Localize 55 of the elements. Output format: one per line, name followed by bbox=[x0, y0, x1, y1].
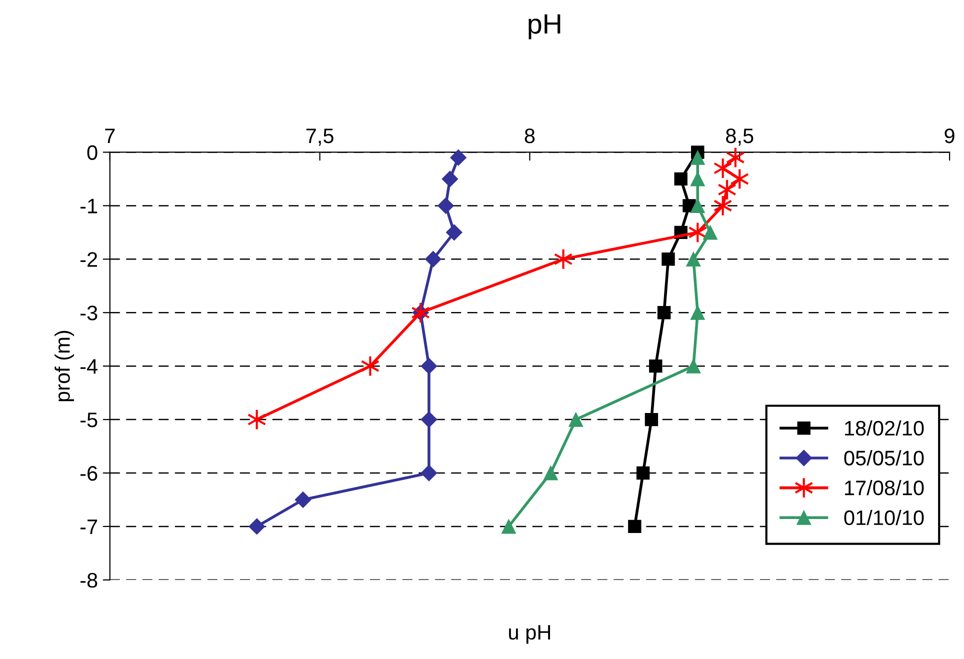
point bbox=[568, 412, 584, 427]
point bbox=[420, 411, 438, 428]
point bbox=[690, 172, 705, 186]
chart-title: pH bbox=[528, 14, 560, 40]
point bbox=[294, 492, 312, 508]
x-tick-label: 7 bbox=[105, 128, 115, 144]
x-tick-label: 9 bbox=[944, 128, 954, 144]
y-tick-label: -7 bbox=[80, 520, 98, 534]
point bbox=[248, 518, 266, 535]
point bbox=[657, 306, 671, 320]
x-tick-label: 7,5 bbox=[306, 128, 334, 146]
point bbox=[554, 248, 573, 270]
legend-label: 05/05/10 bbox=[844, 450, 924, 466]
point bbox=[718, 178, 736, 200]
y-tick-label: -3 bbox=[80, 306, 98, 320]
point bbox=[690, 150, 705, 165]
point bbox=[543, 466, 558, 480]
y-tick-label: -4 bbox=[80, 359, 98, 374]
point bbox=[420, 358, 438, 374]
legend-label: 17/08/10 bbox=[845, 480, 924, 496]
point bbox=[450, 149, 467, 166]
point bbox=[690, 305, 705, 320]
point bbox=[713, 194, 732, 216]
y-tick-label: -8 bbox=[80, 572, 98, 588]
point bbox=[726, 146, 745, 168]
y-tick-label: -2 bbox=[80, 252, 98, 267]
x-tick-label: 8,5 bbox=[726, 128, 754, 146]
y-tick-label: -6 bbox=[80, 466, 98, 481]
y-axis-title: prof (m) bbox=[54, 330, 74, 402]
point bbox=[424, 250, 442, 268]
y-tick-label: 0 bbox=[87, 145, 98, 160]
point bbox=[247, 408, 266, 430]
legend-label: 01/10/10 bbox=[844, 510, 924, 526]
point bbox=[442, 170, 458, 188]
y-tick-label: -1 bbox=[80, 198, 98, 214]
point bbox=[649, 359, 662, 373]
point bbox=[662, 252, 675, 266]
x-axis-title: u pH bbox=[509, 625, 550, 644]
point bbox=[628, 520, 642, 534]
point bbox=[438, 197, 454, 214]
legend-label: 18/02/10 bbox=[845, 420, 924, 436]
point bbox=[674, 172, 688, 186]
point bbox=[501, 519, 516, 534]
y-tick-label: -5 bbox=[80, 412, 98, 428]
point bbox=[686, 252, 701, 266]
point bbox=[636, 466, 650, 480]
point bbox=[360, 355, 380, 377]
point bbox=[644, 412, 658, 426]
point bbox=[730, 168, 750, 190]
x-tick-label: 8 bbox=[524, 128, 535, 144]
point bbox=[420, 464, 438, 482]
point bbox=[446, 224, 462, 241]
point bbox=[702, 225, 718, 240]
point bbox=[713, 158, 732, 180]
point bbox=[686, 358, 701, 374]
